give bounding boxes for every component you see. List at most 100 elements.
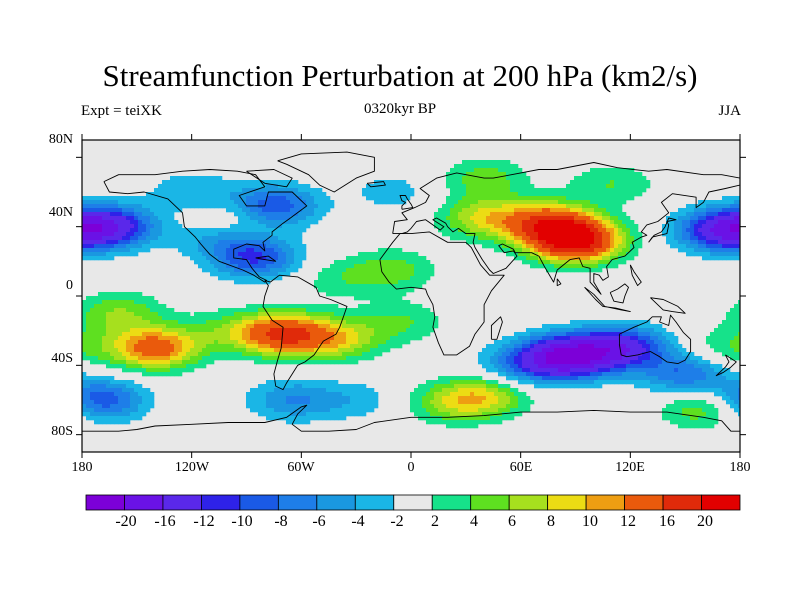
contour-cell xyxy=(294,332,299,337)
contour-cell xyxy=(250,268,255,273)
contour-cell xyxy=(606,336,611,341)
contour-cell xyxy=(346,280,351,285)
contour-cell xyxy=(306,320,311,325)
contour-cell xyxy=(598,332,603,337)
contour-cell xyxy=(374,188,379,193)
contour-cell xyxy=(202,332,207,337)
contour-cell xyxy=(226,188,231,193)
contour-cell xyxy=(166,204,171,209)
contour-cell xyxy=(522,236,527,241)
contour-cell xyxy=(554,216,559,221)
contour-cell xyxy=(262,304,267,309)
contour-cell xyxy=(514,348,519,353)
contour-cell xyxy=(242,264,247,269)
contour-cell xyxy=(206,252,211,257)
contour-cell xyxy=(630,376,635,381)
contour-cell xyxy=(370,344,375,349)
contour-cell xyxy=(354,256,359,261)
contour-cell xyxy=(178,228,183,233)
contour-cell xyxy=(734,224,739,229)
contour-cell xyxy=(294,188,299,193)
contour-cell xyxy=(414,268,419,273)
contour-cell xyxy=(426,312,431,317)
contour-cell xyxy=(602,372,607,377)
contour-cell xyxy=(618,324,623,329)
contour-cell xyxy=(390,252,395,257)
contour-cell xyxy=(390,256,395,261)
contour-cell xyxy=(606,180,611,185)
contour-cell xyxy=(674,352,679,357)
contour-cell xyxy=(666,356,671,361)
contour-cell xyxy=(566,240,571,245)
contour-cell xyxy=(326,292,331,297)
contour-cell xyxy=(706,240,711,245)
contour-cell xyxy=(470,216,475,221)
contour-cell xyxy=(594,336,599,341)
contour-cell xyxy=(98,332,103,337)
contour-cell xyxy=(630,180,635,185)
contour-cell xyxy=(338,340,343,345)
contour-cell xyxy=(618,212,623,217)
contour-cell xyxy=(142,212,147,217)
contour-cell xyxy=(278,220,283,225)
contour-cell xyxy=(574,264,579,269)
contour-cell xyxy=(202,244,207,249)
contour-cell xyxy=(638,188,643,193)
contour-cell xyxy=(642,180,647,185)
contour-cell xyxy=(274,380,279,385)
contour-cell xyxy=(394,284,399,289)
contour-cell xyxy=(662,340,667,345)
contour-cell xyxy=(730,216,735,221)
contour-cell xyxy=(714,376,719,381)
contour-cell xyxy=(306,356,311,361)
contour-cell xyxy=(86,304,91,309)
contour-cell xyxy=(562,372,567,377)
contour-cell xyxy=(602,188,607,193)
contour-cell xyxy=(374,324,379,329)
contour-cell xyxy=(402,316,407,321)
contour-cell xyxy=(158,200,163,205)
contour-cell xyxy=(246,256,251,261)
contour-cell xyxy=(538,204,543,209)
contour-cell xyxy=(534,256,539,261)
contour-cell xyxy=(210,336,215,341)
contour-cell xyxy=(162,372,167,377)
contour-cell xyxy=(270,188,275,193)
contour-cell xyxy=(678,344,683,349)
contour-cell xyxy=(82,228,87,233)
contour-cell xyxy=(390,328,395,333)
contour-cell xyxy=(366,316,371,321)
contour-cell xyxy=(254,332,259,337)
contour-cell xyxy=(714,344,719,349)
contour-cell xyxy=(138,328,143,333)
contour-cell xyxy=(318,360,323,365)
contour-cell xyxy=(518,200,523,205)
contour-cell xyxy=(150,208,155,213)
contour-cell xyxy=(146,304,151,309)
contour-cell xyxy=(646,368,651,373)
contour-cell xyxy=(662,344,667,349)
contour-cell xyxy=(626,224,631,229)
contour-cell xyxy=(342,272,347,277)
contour-cell xyxy=(306,344,311,349)
contour-cell xyxy=(614,184,619,189)
contour-cell xyxy=(494,364,499,369)
contour-cell xyxy=(174,364,179,369)
contour-cell xyxy=(302,324,307,329)
contour-cell xyxy=(562,252,567,257)
contour-cell xyxy=(618,372,623,377)
contour-cell xyxy=(194,196,199,201)
contour-cell xyxy=(586,252,591,257)
contour-cell xyxy=(250,328,255,333)
contour-cell xyxy=(154,236,159,241)
contour-cell xyxy=(138,312,143,317)
contour-cell xyxy=(242,320,247,325)
contour-cell xyxy=(226,272,231,277)
contour-cell xyxy=(246,252,251,257)
contour-cell xyxy=(626,188,631,193)
contour-cell xyxy=(662,376,667,381)
contour-cell xyxy=(650,352,655,357)
contour-cell xyxy=(634,248,639,253)
contour-cell xyxy=(554,224,559,229)
contour-cell xyxy=(358,308,363,313)
